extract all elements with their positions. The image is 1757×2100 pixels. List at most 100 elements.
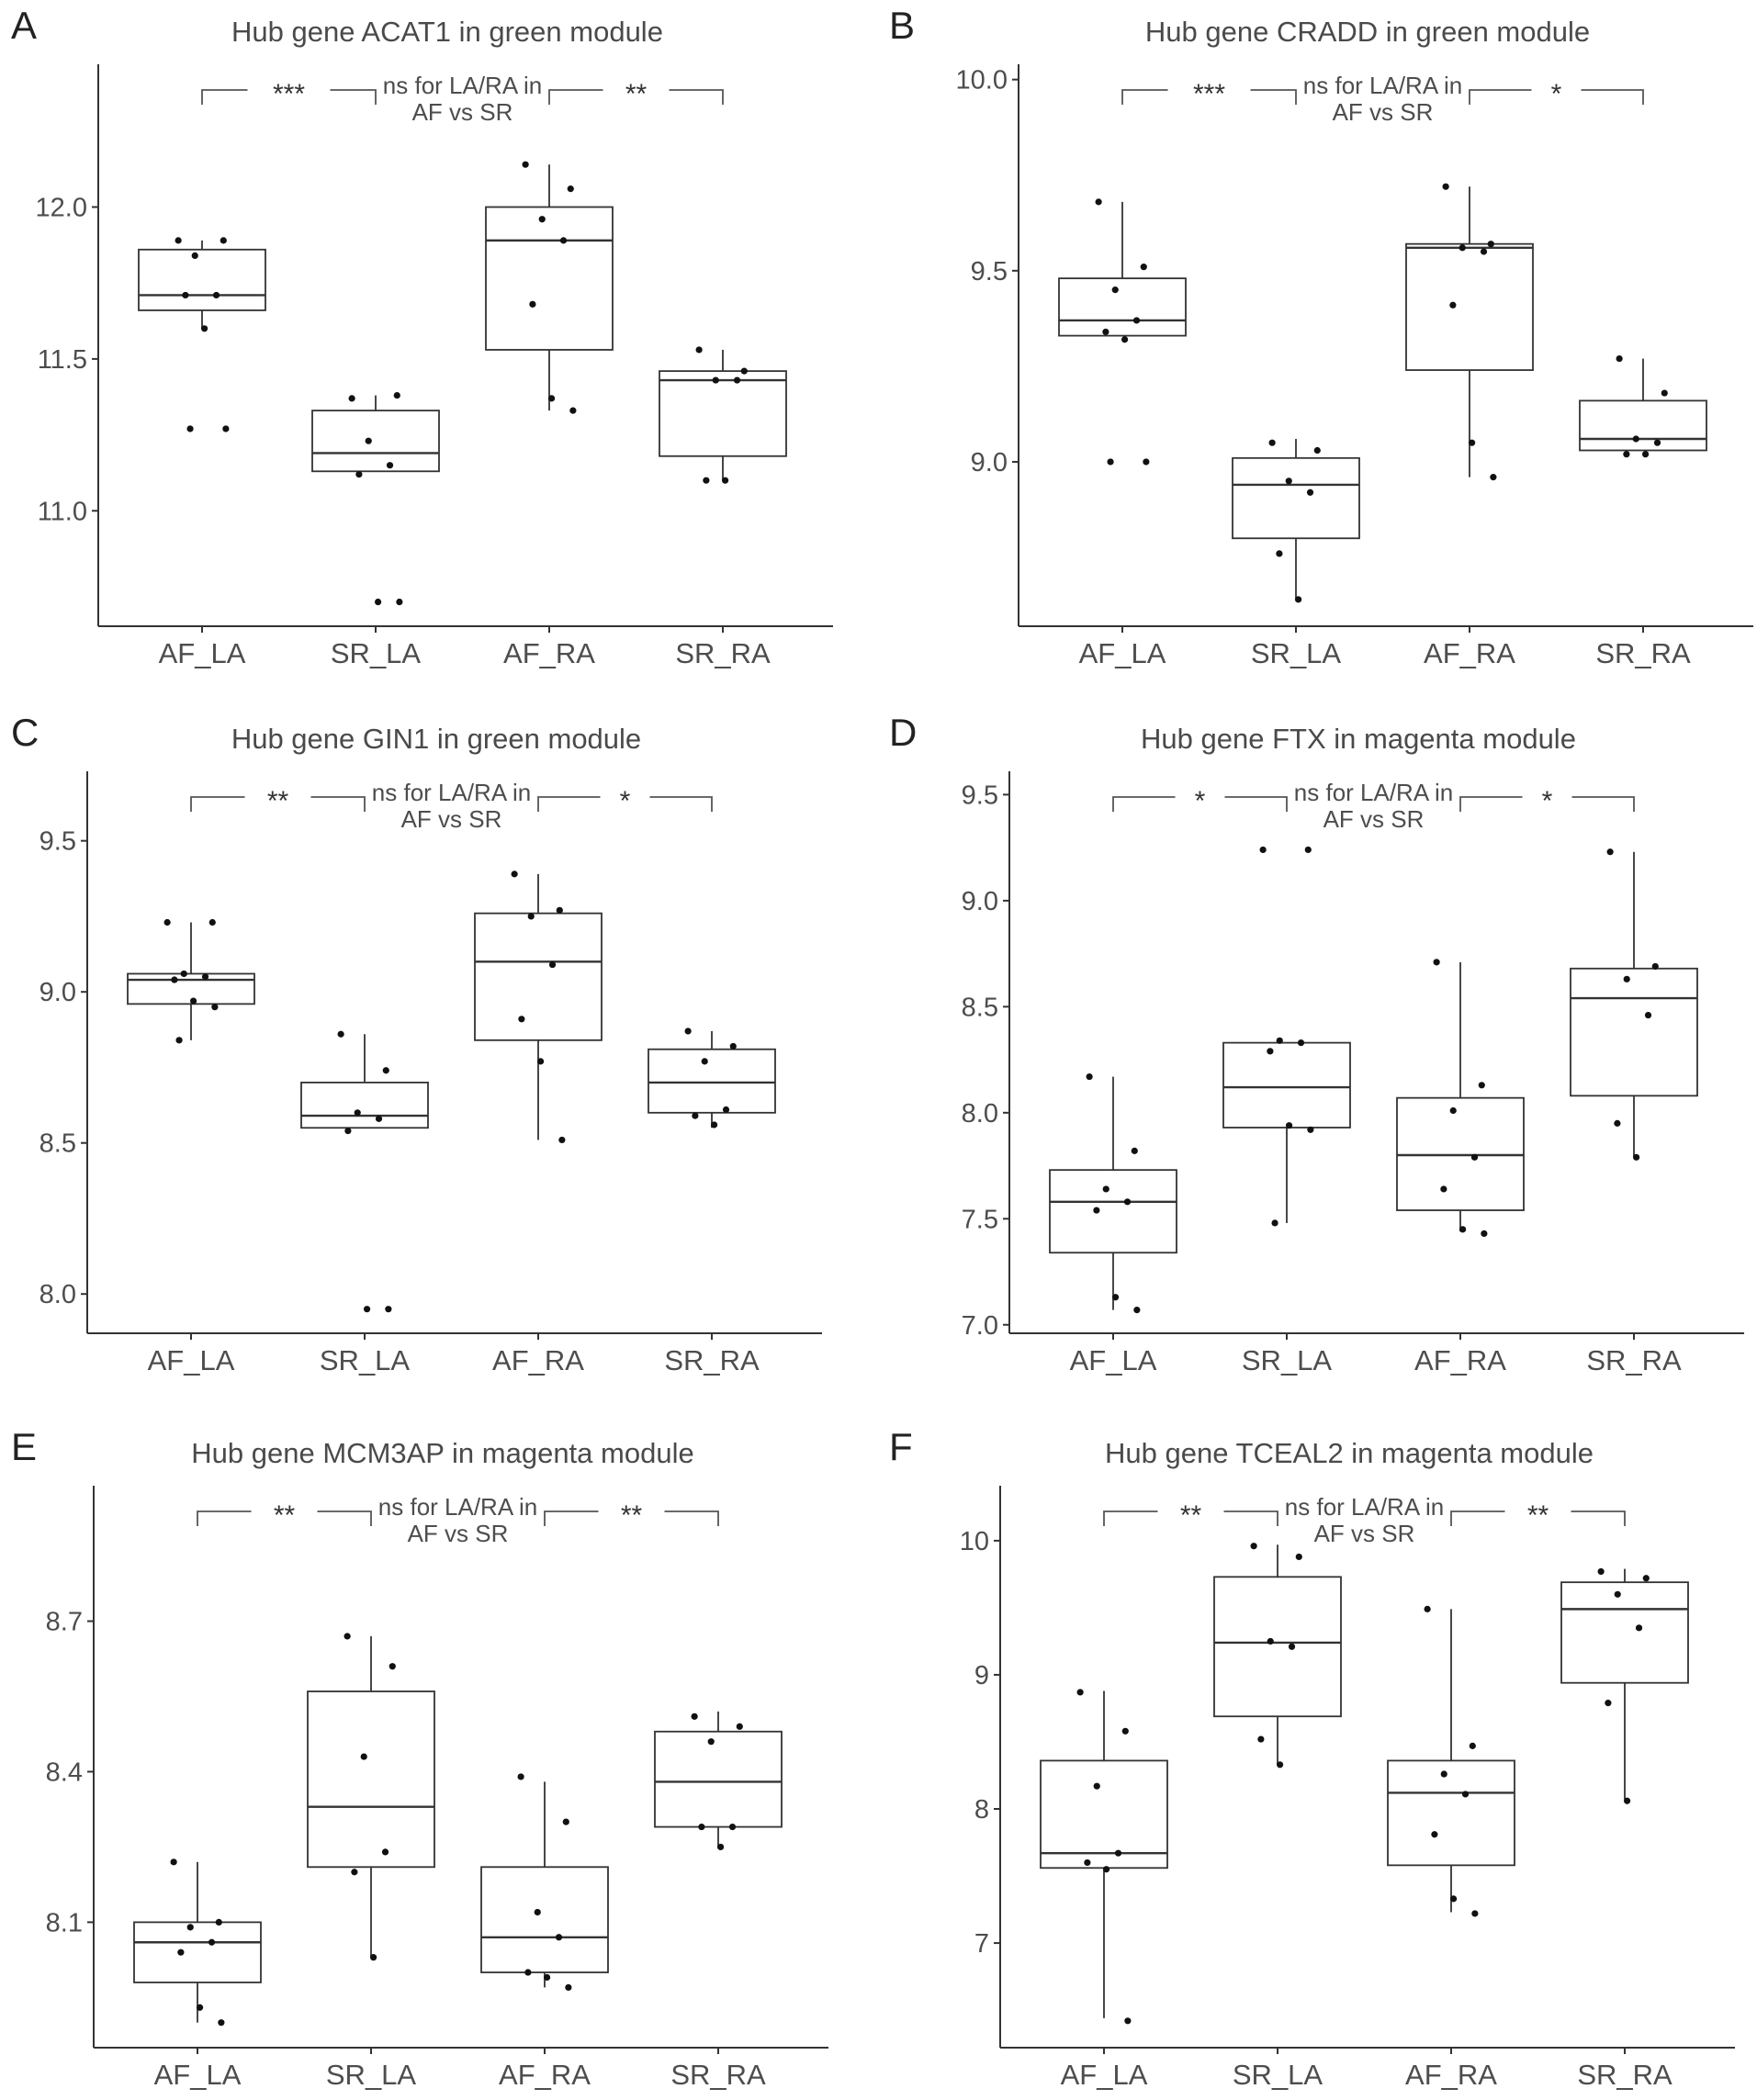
significance-bracket — [190, 796, 366, 812]
x-tick-label: SR_RA — [664, 1344, 760, 1376]
y-tick-label: 9.0 — [39, 978, 76, 1007]
data-point — [396, 598, 403, 606]
data-point — [1121, 336, 1129, 343]
panel-e: E Hub gene MCM3AP in magenta module 8.1 8.4… — [11, 1425, 828, 2091]
data-point — [691, 1713, 698, 1720]
data-point — [1123, 1198, 1132, 1206]
data-point — [1424, 1605, 1431, 1612]
data-point — [200, 325, 208, 332]
data-point — [1449, 301, 1457, 309]
data-point — [1111, 1294, 1120, 1301]
data-point — [354, 1109, 361, 1117]
data-point — [1124, 2017, 1132, 2025]
data-point — [722, 1106, 730, 1114]
data-point — [1102, 1866, 1110, 1873]
data-point — [1459, 244, 1466, 252]
x-tick-label: SR_LA — [1242, 1344, 1333, 1376]
data-point — [1480, 248, 1488, 255]
data-point — [536, 1058, 545, 1065]
x-tick-label: AF_LA — [1070, 1344, 1157, 1376]
chart-title: Hub gene CRADD in green module — [1145, 16, 1590, 48]
data-point — [1471, 1910, 1479, 1917]
ns-annotation-line2: AF vs SR — [1323, 805, 1425, 833]
data-point — [191, 252, 198, 260]
data-point — [534, 1908, 541, 1916]
data-point — [189, 997, 197, 1005]
data-point — [1641, 451, 1650, 458]
data-point — [1102, 1185, 1109, 1193]
x-tick-label: SR_LA — [320, 1344, 411, 1376]
data-point — [363, 1306, 371, 1313]
data-point — [1267, 1048, 1274, 1055]
panel-f: F Hub gene TCEAL2 in magenta module 7 8 9 10 A… — [889, 1425, 1735, 2091]
data-point — [337, 1030, 344, 1038]
chart-title: Hub gene MCM3AP in magenta module — [191, 1437, 693, 1469]
box-sr_ra — [659, 370, 787, 457]
ns-annotation-line2: AF vs SR — [412, 98, 513, 126]
y-tick-label: 10.0 — [956, 66, 1008, 95]
data-point — [569, 407, 577, 414]
data-point — [177, 1948, 185, 1956]
y-tick-label: 8.0 — [39, 1280, 76, 1309]
data-point — [1133, 1306, 1141, 1314]
x-tick-label: AF_LA — [1061, 2059, 1148, 2091]
chart-title: Hub gene FTX in magenta module — [1141, 723, 1576, 755]
y-tick-label: 8.7 — [46, 1608, 83, 1637]
significance-bracket — [1469, 89, 1644, 105]
panel-a: A Hub gene ACAT1 in green module 11.0 11.5 1… — [11, 4, 833, 669]
significance-bracket — [201, 89, 377, 105]
data-point — [1616, 354, 1623, 363]
x-tick-label: AF_RA — [1414, 1344, 1506, 1376]
data-point — [1285, 477, 1292, 485]
data-point — [712, 376, 719, 384]
data-point — [707, 1738, 715, 1746]
x-tick-label: SR_RA — [1577, 2059, 1673, 2091]
ns-annotation-line1: ns for LA/RA in — [383, 72, 542, 99]
ns-annotation-line1: ns for LA/RA in — [378, 1493, 537, 1521]
data-point — [171, 976, 178, 983]
data-point — [375, 1115, 383, 1122]
chart-title: Hub gene ACAT1 in green module — [231, 16, 663, 48]
y-tick-label: 9 — [974, 1661, 989, 1690]
panel-b: B Hub gene CRADD in green module 9.0 9.5 10.… — [889, 4, 1753, 669]
data-point — [1614, 1590, 1621, 1598]
data-point — [556, 906, 563, 914]
data-point — [1651, 962, 1659, 971]
panel-c: C Hub gene GIN1 in green module 8.0 8.5 9.0 9… — [11, 711, 822, 1376]
data-point — [360, 1753, 367, 1760]
significance-stars: ** — [625, 79, 648, 109]
data-point — [695, 346, 703, 354]
y-tick-label: 10 — [960, 1527, 989, 1556]
significance-bracket — [544, 1510, 719, 1526]
data-point — [527, 913, 535, 920]
data-point — [1459, 1226, 1467, 1233]
data-point — [1084, 1859, 1091, 1867]
panel-letter: D — [889, 711, 917, 754]
box-af_la — [1058, 277, 1187, 337]
data-point — [393, 391, 400, 399]
significance-stars: *** — [273, 79, 305, 109]
ns-annotation-line2: AF vs SR — [408, 1520, 509, 1547]
data-point — [1614, 1119, 1621, 1127]
y-tick-label: 11.5 — [38, 345, 87, 375]
data-point — [1268, 439, 1276, 446]
box-af_la — [1040, 1759, 1168, 1870]
box-sr_la — [300, 1082, 429, 1129]
box-sr_ra — [648, 1048, 776, 1114]
x-tick-label: AF_RA — [1424, 637, 1515, 669]
x-tick-label: SR_RA — [670, 2059, 766, 2091]
data-point — [1276, 1761, 1284, 1769]
data-point — [208, 918, 216, 926]
data-point — [170, 1859, 177, 1866]
data-point — [1461, 1791, 1470, 1798]
data-point — [1644, 1011, 1652, 1019]
chart-title: Hub gene TCEAL2 in magenta module — [1105, 1437, 1594, 1469]
data-point — [567, 185, 574, 193]
significance-stars: * — [1551, 79, 1562, 109]
data-point — [1632, 435, 1639, 443]
data-point — [1114, 1849, 1122, 1857]
data-point — [1661, 389, 1668, 397]
data-point — [1642, 1575, 1650, 1582]
data-point — [1632, 1153, 1640, 1161]
data-point — [1304, 846, 1312, 854]
